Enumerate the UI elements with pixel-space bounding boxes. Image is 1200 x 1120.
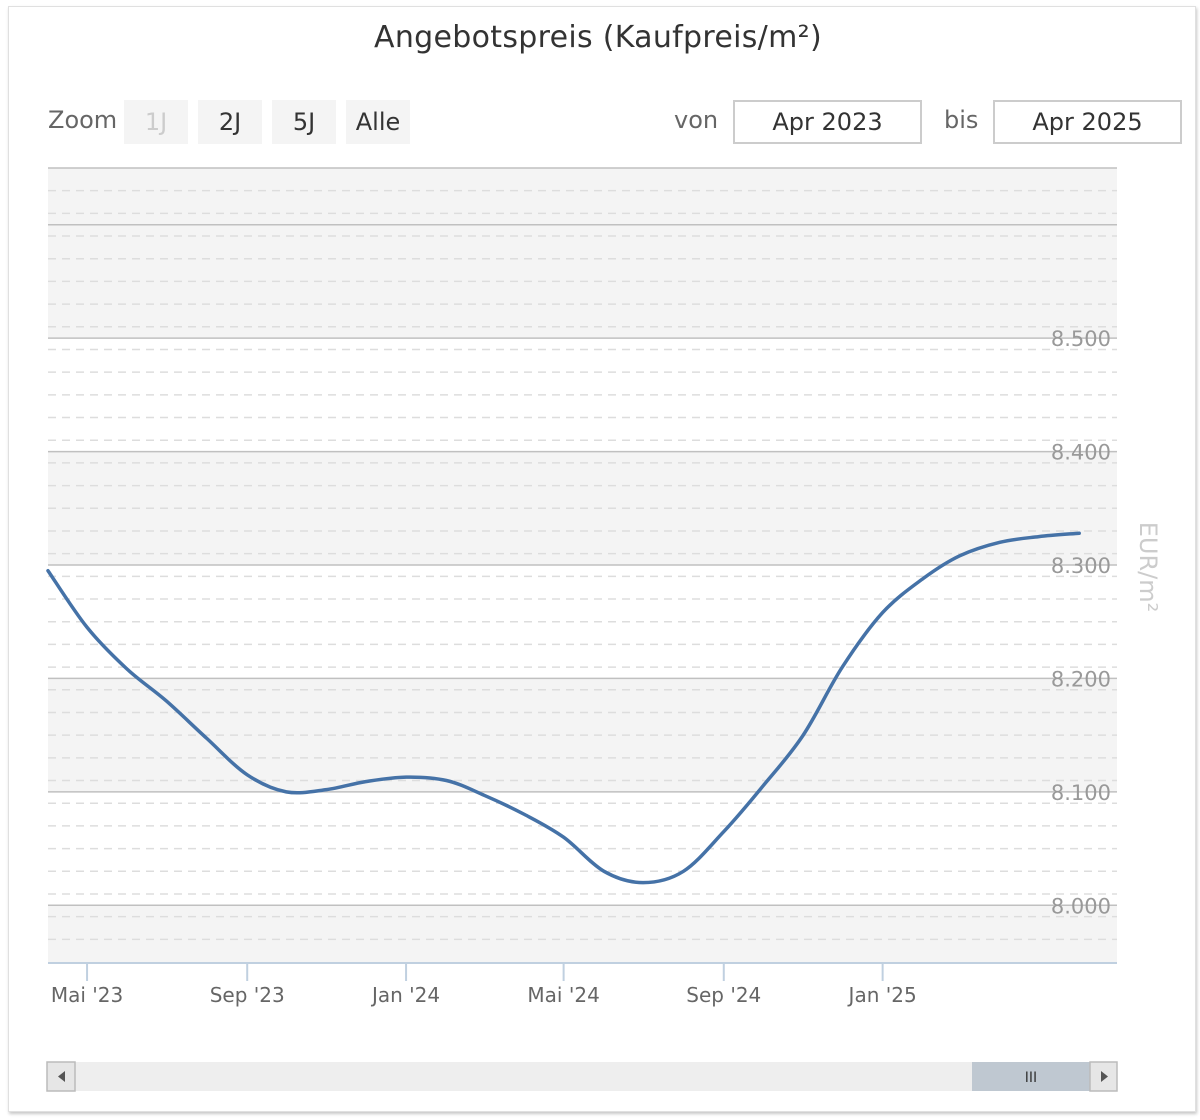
plot-band bbox=[48, 905, 1117, 962]
minor-grid bbox=[48, 189, 1117, 941]
triangle-left-icon bbox=[58, 1071, 65, 1082]
y-tick-label: 8.300 bbox=[1051, 554, 1111, 578]
x-tick-label: Mai '24 bbox=[527, 983, 599, 1007]
range-to-input[interactable]: Apr 2025 bbox=[993, 100, 1182, 144]
range-from-input[interactable]: Apr 2023 bbox=[733, 100, 922, 144]
x-tick-label: Sep '23 bbox=[210, 983, 285, 1007]
zoom-label: Zoom bbox=[48, 106, 118, 134]
zoom-all-button[interactable]: Alle bbox=[346, 100, 410, 144]
x-tick-label: Sep '24 bbox=[686, 983, 761, 1007]
y-tick-label: 8.400 bbox=[1051, 441, 1111, 465]
y-axis: 8.000 8.100 8.200 8.300 8.400 8.500 bbox=[1051, 327, 1111, 918]
scroll-left-button[interactable] bbox=[46, 1061, 76, 1092]
plot-band bbox=[48, 168, 1117, 339]
triangle-right-icon bbox=[1101, 1071, 1108, 1082]
scrollbar-thumb-grip: III bbox=[1025, 1070, 1037, 1086]
major-grid bbox=[48, 167, 1117, 907]
series-group bbox=[46, 531, 1081, 885]
plot-bands bbox=[48, 168, 1117, 962]
x-axis: Mai '23 Sep '23 Jan '24 Mai '24 Sep '24 Jan '… bbox=[51, 963, 917, 1007]
x-tick-label: Jan '24 bbox=[370, 983, 440, 1007]
y-tick-label: 8.000 bbox=[1051, 894, 1111, 918]
y-tick-label: 8.100 bbox=[1051, 781, 1111, 805]
y-tick-label: 8.200 bbox=[1051, 667, 1111, 691]
zoom-2y-button[interactable]: 2J bbox=[198, 100, 262, 144]
range-from-label: von bbox=[674, 106, 719, 134]
zoom-1y-button[interactable]: 1J bbox=[124, 100, 188, 144]
range-to-label: bis bbox=[944, 106, 979, 134]
scrollbar-track[interactable] bbox=[47, 1062, 1117, 1091]
y-axis-title: EUR/m² bbox=[1134, 522, 1162, 613]
x-tick-label: Mai '23 bbox=[51, 983, 123, 1007]
y-tick-label: 8.500 bbox=[1051, 327, 1111, 351]
series-line bbox=[46, 531, 1081, 885]
x-tick-label: Jan '25 bbox=[847, 983, 917, 1007]
scrollbar-thumb[interactable] bbox=[972, 1062, 1090, 1091]
chart-title: Angebotspreis (Kaufpreis/m²) bbox=[374, 20, 822, 55]
scroll-right-button[interactable] bbox=[1089, 1061, 1118, 1092]
zoom-5y-button[interactable]: 5J bbox=[272, 100, 336, 144]
navigator-scrollbar[interactable]: III bbox=[46, 1061, 1118, 1092]
